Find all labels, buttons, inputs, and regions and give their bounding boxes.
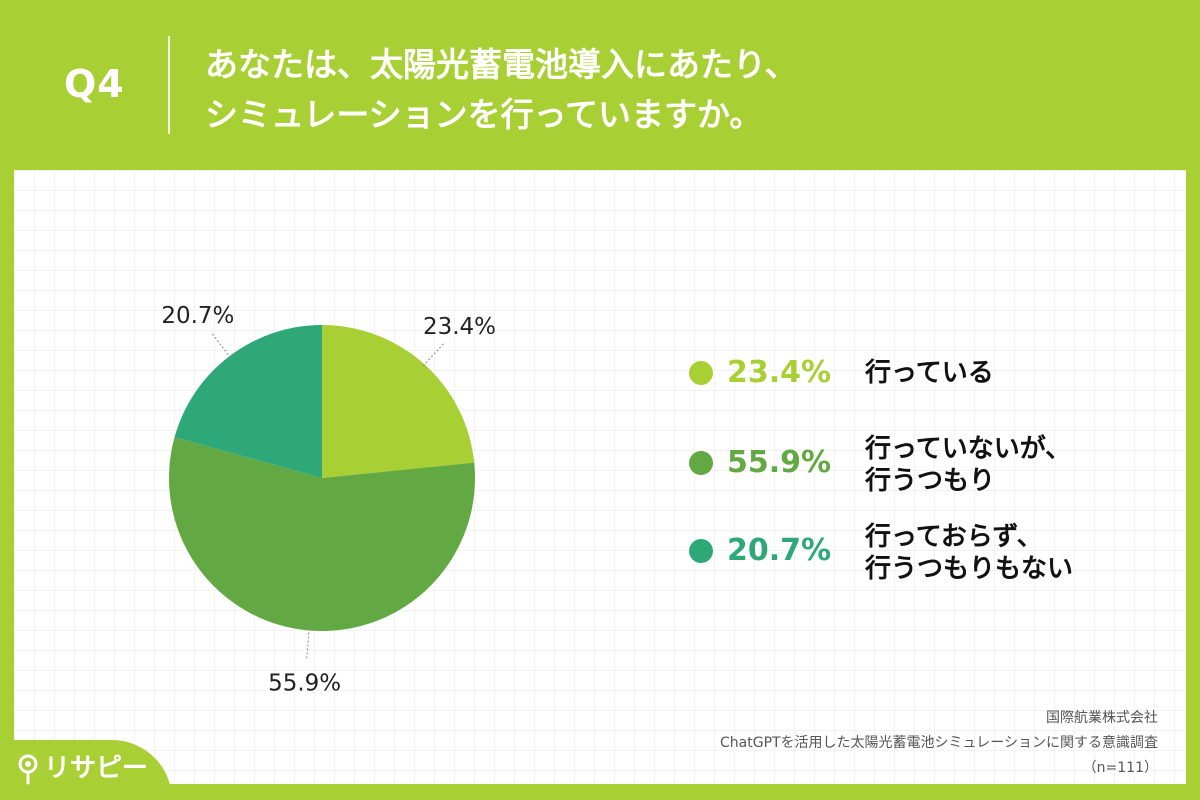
legend-item-2: 20.7% 行っておらず、 行うつもりもない xyxy=(679,522,1159,613)
pie-value-label-2: 20.7% xyxy=(161,303,234,329)
pie-value-label-1: 55.9% xyxy=(268,670,341,696)
header-divider xyxy=(168,36,170,134)
legend-dot-1 xyxy=(689,451,713,475)
legend-label-1: 行っていないが、 行うつもり xyxy=(865,434,1072,496)
pie-slice-1 xyxy=(169,437,475,631)
pie-slice-0 xyxy=(322,325,475,478)
legend-value-0: 23.4% xyxy=(727,355,832,390)
chart-panel: 23.4% 55.9% 20.7% 23.4% 行っている 55.9% 行っていない… xyxy=(14,170,1186,784)
leader-line-0 xyxy=(422,341,446,367)
question-line-2: シミュレーションを行っていますか。 xyxy=(205,95,763,134)
legend-dot-0 xyxy=(689,361,713,385)
source-sample: （n=111） xyxy=(1082,760,1158,776)
legend-value-1: 55.9% xyxy=(727,445,832,480)
leader-line-1 xyxy=(305,628,310,661)
question-number: Q4 xyxy=(64,62,125,106)
question-line-1: あなたは、太陽光蓄電池導入にあたり、 xyxy=(205,45,798,84)
pie-value-label-0: 23.4% xyxy=(423,314,496,340)
legend-item-0: 23.4% 行っている xyxy=(679,355,1159,435)
logo: リサピー xyxy=(16,748,166,788)
logo-text: リサピー xyxy=(44,753,149,784)
pie-slice-2 xyxy=(174,325,322,478)
legend-value-2: 20.7% xyxy=(727,533,832,568)
legend-item-1: 55.9% 行っていないが、 行うつもり xyxy=(679,434,1159,525)
legend-label-0: 行っている xyxy=(865,358,994,388)
source-company: 国際航業株式会社 xyxy=(1046,710,1158,726)
legend-label-2: 行っておらず、 行うつもりもない xyxy=(865,522,1074,584)
header: Q4 あなたは、太陽光蓄電池導入にあたり、 シミュレーションを行っていますか。 xyxy=(0,0,1200,170)
leader-line-2 xyxy=(210,332,231,359)
question-text: あなたは、太陽光蓄電池導入にあたり、 シミュレーションを行っていますか。 xyxy=(205,40,1165,140)
pie-chart: 23.4% 55.9% 20.7% xyxy=(161,303,496,696)
source-note: 国際航業株式会社 ChatGPTを活用した太陽光蓄電池シミュレーションに関する意… xyxy=(598,706,1158,781)
pin-icon xyxy=(18,754,38,784)
source-survey: ChatGPTを活用した太陽光蓄電池シミュレーションに関する意識調査 xyxy=(720,735,1158,751)
legend-dot-2 xyxy=(689,539,713,563)
